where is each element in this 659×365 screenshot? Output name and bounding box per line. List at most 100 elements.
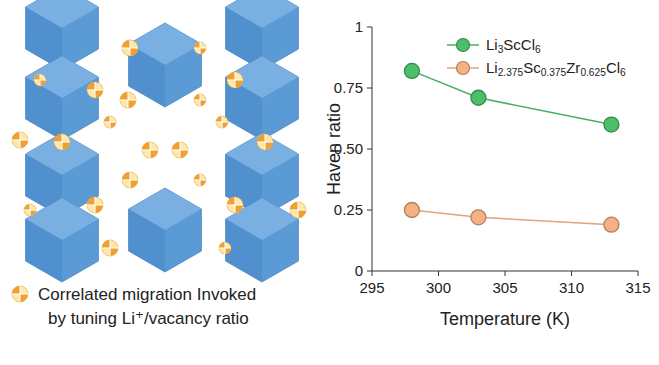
- li-ion: [227, 197, 243, 213]
- octahedron: [226, 198, 299, 282]
- octahedron-body: [26, 198, 99, 282]
- li-ion-cross: [200, 174, 201, 186]
- li-ion-cross: [130, 40, 131, 56]
- li-ion-cross: [30, 204, 31, 216]
- li-ion: [142, 142, 158, 158]
- li-ion-quarter: [225, 248, 231, 254]
- li-ion: [194, 174, 206, 186]
- formula-part: Li: [486, 59, 498, 76]
- li-ion: [227, 72, 243, 88]
- caption: by tuning Li⁺/vacancy ratio: [48, 309, 249, 328]
- li-ion-cross: [235, 72, 236, 88]
- li-ion-quarter: [102, 240, 110, 248]
- octahedron: [226, 56, 299, 140]
- li-ion-cross: [110, 240, 111, 256]
- formula-part: Cl: [606, 59, 620, 76]
- li-ion-quarter: [290, 202, 298, 210]
- li-ion-quarter: [95, 90, 103, 98]
- li-ion-quarter: [130, 48, 138, 56]
- li-ion: [122, 40, 138, 56]
- li-ion-quarter: [62, 142, 70, 150]
- octahedron: [26, 56, 99, 140]
- li-ion-cross: [130, 172, 131, 188]
- li-ion-quarter: [95, 205, 103, 213]
- data-point: [404, 203, 419, 218]
- li-ion: [87, 82, 103, 98]
- figure: Correlated migration Invoked by tuning Li…: [0, 0, 659, 365]
- data-point: [471, 210, 486, 225]
- x-tick-label: 310: [559, 279, 584, 296]
- octahedron-body: [226, 198, 299, 282]
- series-line: [412, 71, 612, 125]
- li-ion-cross: [298, 202, 299, 218]
- legend-label: Li3ScCl6: [486, 36, 541, 55]
- subscript: 0.375: [541, 67, 567, 78]
- series: [404, 63, 619, 132]
- li-ion-cross: [265, 134, 266, 150]
- li-ion-cross: [110, 116, 111, 128]
- li-ion: [12, 286, 28, 302]
- subscript: 0.625: [580, 67, 606, 78]
- legend-marker: [457, 39, 470, 52]
- li-ion-quarter: [40, 80, 46, 86]
- li-ion-quarter: [172, 142, 180, 150]
- li-ion-body: [257, 134, 273, 150]
- li-ion-quarter: [235, 205, 243, 213]
- x-tick-label: 295: [359, 279, 384, 296]
- li-ion-quarter: [180, 150, 188, 158]
- li-ion-cross: [128, 92, 129, 108]
- formula-part: Zr: [566, 59, 580, 76]
- li-ion-quarter: [219, 242, 225, 248]
- li-ion-quarter: [122, 40, 130, 48]
- li-ion-quarter: [200, 180, 206, 186]
- li-ion-quarter: [200, 48, 206, 54]
- subscript: 6: [620, 67, 626, 78]
- li-ion-cross: [62, 134, 63, 150]
- li-ion-body: [142, 142, 158, 158]
- formula-part: ScCl: [503, 36, 535, 53]
- y-axis-label: Haven ratio: [324, 103, 344, 195]
- li-ion-cross: [200, 94, 201, 106]
- li-ion-quarter: [150, 150, 158, 158]
- li-ion-cross: [225, 242, 226, 254]
- legend-marker: [457, 62, 470, 75]
- li-ion: [219, 242, 231, 254]
- li-ion-quarter: [128, 100, 136, 108]
- li-ion: [87, 197, 103, 213]
- li-ion-body: [216, 116, 228, 128]
- li-ion-body: [219, 242, 231, 254]
- li-ion: [257, 134, 273, 150]
- caption: Correlated migration Invoked: [38, 285, 256, 304]
- li-ion-cross: [20, 132, 21, 148]
- li-ion: [216, 116, 228, 128]
- li-ion-quarter: [20, 140, 28, 148]
- octahedron: [129, 23, 202, 107]
- octahedron-face: [26, 219, 62, 282]
- subscript: 2.375: [498, 67, 524, 78]
- li-ion-body: [87, 197, 103, 213]
- structure-illustration: [12, 0, 306, 302]
- li-ion-body: [120, 92, 136, 108]
- li-ion-quarter: [298, 210, 306, 218]
- octahedron-body: [226, 56, 299, 140]
- x-tick: [372, 271, 373, 276]
- x-tick: [571, 271, 572, 276]
- li-ion-quarter: [200, 100, 206, 106]
- li-ion: [12, 132, 28, 148]
- li-ion-quarter: [235, 80, 243, 88]
- li-ion-body: [122, 172, 138, 188]
- x-axis-label: Temperature (K): [440, 309, 570, 329]
- octahedron-body: [129, 23, 202, 107]
- li-ion-body: [194, 94, 206, 106]
- y-tick: [367, 271, 372, 272]
- li-ion: [24, 204, 36, 216]
- li-ion-cross: [40, 74, 41, 86]
- li-ion-quarter: [87, 82, 95, 90]
- li-ion-body: [122, 40, 138, 56]
- li-ion: [104, 116, 116, 128]
- octahedron-body: [129, 188, 202, 272]
- li-ion-body: [227, 197, 243, 213]
- li-ion-quarter: [12, 286, 20, 294]
- li-ion: [102, 240, 118, 256]
- li-ion-quarter: [142, 142, 150, 150]
